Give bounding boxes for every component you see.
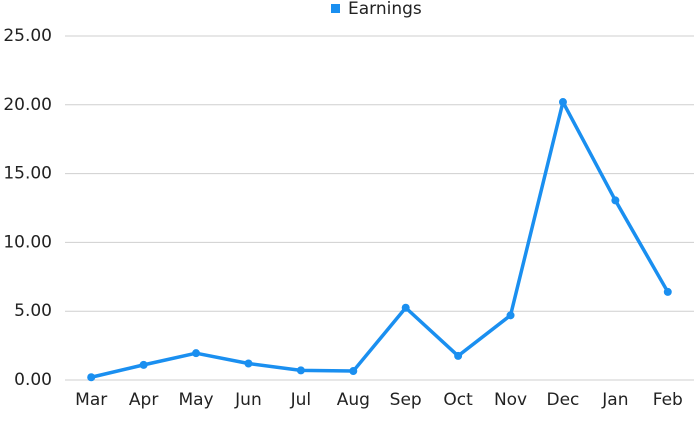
point	[296, 366, 305, 375]
x-tick-label: Apr	[129, 390, 158, 410]
x-tick-label: Jan	[601, 390, 628, 410]
point	[244, 359, 253, 368]
y-tick-label: 5.00	[14, 301, 52, 321]
x-tick-label: Dec	[547, 390, 580, 410]
y-tick-label: 25.00	[3, 26, 52, 46]
x-tick-label: May	[178, 390, 213, 410]
point	[87, 373, 96, 382]
x-tick-label: Aug	[337, 390, 370, 410]
legend-label: Earnings	[348, 0, 422, 19]
point	[663, 287, 672, 296]
point	[611, 196, 620, 205]
x-tick-label: Sep	[390, 390, 422, 410]
point	[558, 98, 567, 107]
x-tick-label: Feb	[653, 390, 683, 410]
y-tick-label: 10.00	[3, 232, 52, 252]
point	[139, 360, 148, 369]
line	[90, 100, 670, 379]
x-tick-label: Mar	[75, 390, 107, 410]
legend-swatch	[331, 4, 340, 13]
x-tick-label: Jun	[234, 390, 262, 410]
x-tick-label: Jul	[290, 390, 312, 410]
x-tick-label: Oct	[443, 390, 473, 410]
y-tick-label: 15.00	[3, 164, 52, 184]
y-tick-label: 20.00	[3, 95, 52, 115]
x-tick-label: Nov	[494, 390, 527, 410]
point	[192, 349, 201, 358]
point	[506, 311, 515, 320]
y-tick-label: 0.00	[14, 370, 52, 390]
point	[454, 351, 463, 360]
point	[401, 303, 410, 312]
point	[349, 367, 358, 376]
